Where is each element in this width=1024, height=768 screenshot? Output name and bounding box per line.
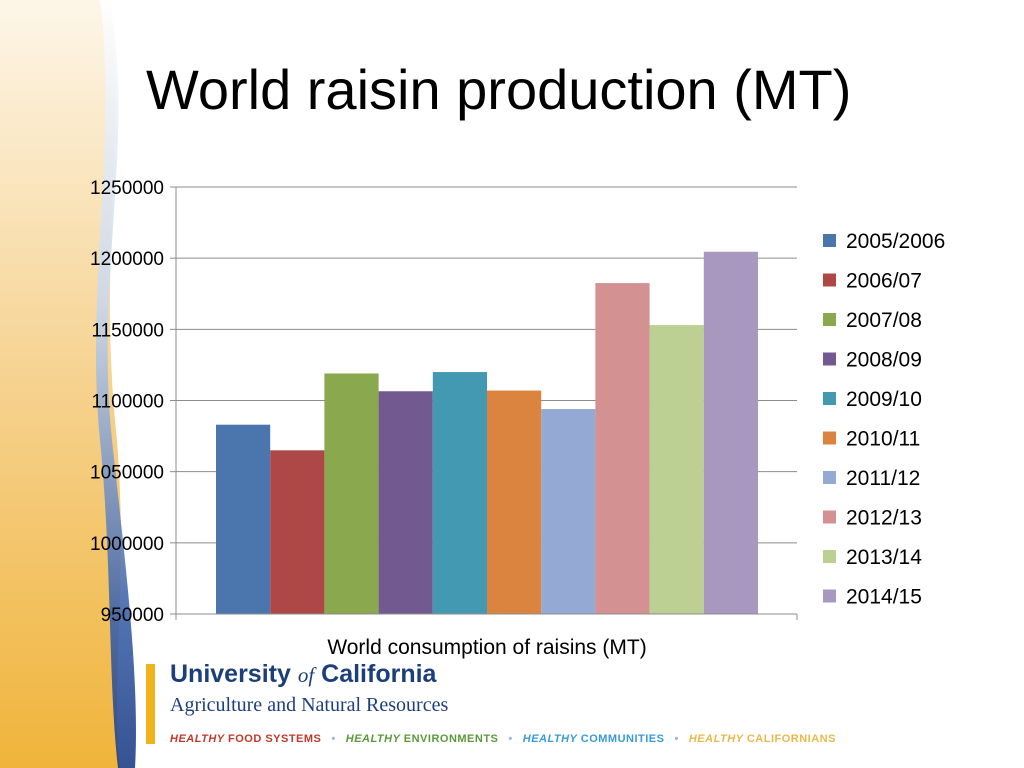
legend-item: 2007/08 [823, 309, 922, 332]
legend-item: 2005/2006 [823, 230, 945, 253]
tagline-separator: • [508, 733, 513, 745]
y-tick-label: 1200000 [90, 249, 164, 270]
bar-2009-10 [432, 372, 487, 614]
legend-item: 2012/13 [823, 507, 922, 530]
y-tick-label: 1000000 [90, 534, 164, 555]
legend-swatch [823, 234, 836, 247]
legend-swatch [823, 471, 836, 484]
legend-label: 2005/2006 [846, 230, 945, 253]
legend-label: 2011/12 [846, 467, 920, 490]
bars [216, 251, 758, 615]
legend-label: 2014/15 [846, 586, 922, 609]
tagline-item: HEALTHY FOOD SYSTEMS [170, 733, 322, 745]
legend-swatch [823, 589, 836, 603]
bar-2005-2006 [216, 424, 271, 614]
decorative-swoosh [0, 0, 136, 768]
legend-label: 2006/07 [846, 270, 922, 293]
bar-2012-13 [595, 283, 650, 614]
tagline-item: HEALTHY CALIFORNIANS [688, 733, 836, 745]
legend-swatch [823, 273, 836, 287]
slide-title: World raisin production (MT) [146, 58, 852, 121]
legend-item: 2011/12 [823, 467, 920, 490]
legend-item: 2008/09 [823, 349, 922, 372]
tagline-separator: • [674, 733, 679, 745]
axes [175, 187, 798, 620]
legend-item: 2010/11 [823, 428, 920, 451]
bar-2006-07 [270, 450, 325, 614]
logo-university-name: University of California [170, 660, 437, 688]
legend-item: 2006/07 [823, 270, 922, 293]
y-tick-label: 950000 [101, 605, 164, 626]
legend-label: 2009/10 [846, 388, 922, 411]
bar-2008-09 [378, 391, 433, 614]
y-tick-label: 1150000 [91, 320, 164, 341]
legend-swatch [823, 510, 836, 524]
bar-2011-12 [541, 409, 596, 614]
y-tick-label: 1100000 [91, 392, 164, 413]
legend-swatch [823, 431, 836, 445]
bar-2013-14 [649, 325, 704, 614]
legend-label: 2012/13 [846, 507, 922, 530]
bar-2014-15 [703, 251, 758, 615]
tagline-separator: • [331, 733, 336, 745]
legend-swatch [823, 550, 836, 563]
y-tick-label: 1050000 [90, 463, 164, 484]
legend-label: 2010/11 [846, 428, 920, 451]
legend-item: 2009/10 [823, 388, 922, 411]
bar-2010-11 [487, 390, 542, 614]
legend-item: 2014/15 [823, 586, 922, 609]
bar-2007-08 [324, 373, 379, 614]
legend: 2005/2006 2006/07 2007/08 2008/09 2009/10 201… [823, 230, 945, 609]
y-tick-label: 1250000 [90, 178, 164, 199]
legend-item: 2013/14 [823, 546, 922, 569]
legend-label: 2007/08 [846, 309, 922, 332]
uc-anr-logo: University of California Agriculture and… [146, 660, 666, 750]
legend-swatch [823, 392, 836, 405]
y-tick-labels: 1250000 1200000 1150000 1100000 1050000 10000… [90, 178, 164, 626]
x-axis-label: World consumption of raisins (MT) [327, 636, 646, 659]
tagline-item: HEALTHY ENVIRONMENTS [345, 733, 499, 745]
logo-division: Agriculture and Natural Resources [170, 694, 449, 716]
legend-label: 2013/14 [846, 546, 922, 569]
legend-swatch [823, 313, 836, 326]
footer-tagline: HEALTHY FOOD SYSTEMS • HEALTHY ENVIRONMENT… [170, 733, 836, 745]
legend-swatch [823, 352, 836, 366]
tagline-item: HEALTHY COMMUNITIES [522, 733, 665, 745]
logo-accent-bar [146, 664, 155, 744]
legend-label: 2008/09 [846, 349, 922, 372]
